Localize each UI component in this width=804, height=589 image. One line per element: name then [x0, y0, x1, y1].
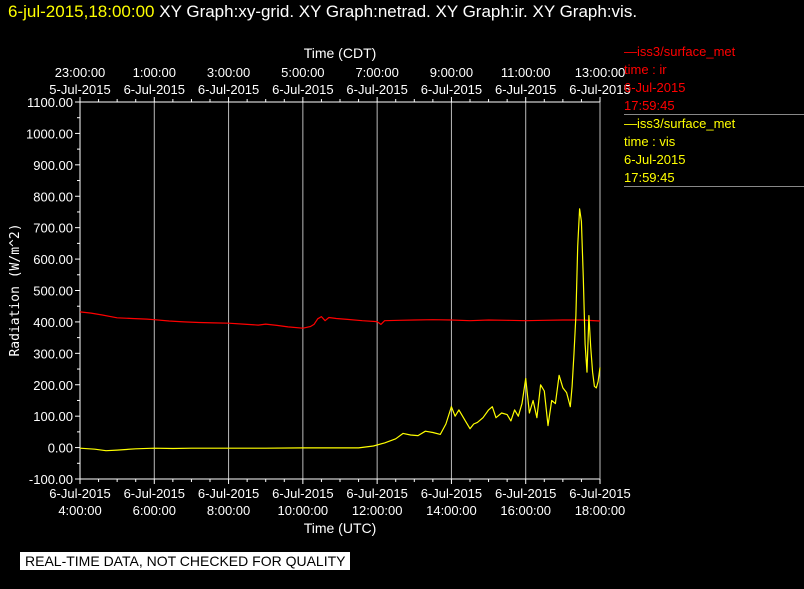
- x2-tick-time: 1:00:00: [133, 65, 176, 80]
- legend-vis-date: 6-Jul-2015: [624, 152, 686, 167]
- quality-warning: REAL-TIME DATA, NOT CHECKED FOR QUALITY: [20, 552, 351, 570]
- y-tick-label: 0.00: [48, 441, 73, 456]
- x2-tick-time: 11:00:00: [501, 65, 551, 80]
- header-graphs: XY Graph:xy-grid. XY Graph:netrad. XY Gr…: [159, 2, 638, 21]
- x-tick-date: 6-Jul-2015: [495, 486, 556, 501]
- y-tick-label: 600.00: [33, 252, 73, 267]
- y-tick-label: 300.00: [33, 346, 73, 361]
- y-tick-label: -100.00: [29, 472, 73, 487]
- x2-tick-date: 6-Jul-2015: [124, 82, 185, 97]
- header-title: 6-jul-2015,18:00:00 XY Graph:xy-grid. XY…: [8, 2, 637, 22]
- y-tick-label: 500.00: [33, 284, 73, 299]
- legend-vis-time: 17:59:45: [624, 170, 675, 185]
- x-tick-date: 6-Jul-2015: [346, 486, 407, 501]
- x-tick-time: 6:00:00: [133, 503, 176, 518]
- x2-tick-time: 13:00:00: [575, 65, 626, 80]
- legend-ir-field: time : ir: [624, 62, 667, 77]
- y-tick-label: 100.00: [33, 409, 73, 424]
- x-tick-time: 14:00:00: [426, 503, 477, 518]
- y-tick-label: 1100.00: [27, 95, 73, 110]
- series-line-ir: [79, 311, 601, 329]
- chart-axes: [75, 97, 601, 484]
- x2-tick-date: 5-Jul-2015: [49, 82, 110, 97]
- x2-axis-title: Time (CDT): [304, 45, 377, 61]
- y-tick-label: 200.00: [33, 378, 73, 393]
- x2-tick-date: 6-Jul-2015: [346, 82, 407, 97]
- y-tick-label: 700.00: [33, 221, 73, 236]
- x2-tick-date: 6-Jul-2015: [569, 82, 630, 97]
- x2-tick-time: 7:00:00: [355, 65, 398, 80]
- y-axis-title: Radiation (W/m^2): [8, 223, 23, 356]
- x-tick-time: 12:00:00: [352, 503, 403, 518]
- x-tick-time: 18:00:00: [575, 503, 626, 518]
- x2-tick-date: 6-Jul-2015: [421, 82, 482, 97]
- x-tick-date: 6-Jul-2015: [124, 486, 185, 501]
- legend-ir-source: —iss3/surface_met: [624, 44, 736, 59]
- legend-ir-date: 6-Jul-2015: [624, 80, 686, 95]
- x2-tick-date: 6-Jul-2015: [272, 82, 333, 97]
- x-tick-time: 8:00:00: [207, 503, 250, 518]
- x2-tick-time: 9:00:00: [430, 65, 473, 80]
- legend-ir-time: 17:59:45: [624, 98, 675, 113]
- x-tick-time: 4:00:00: [58, 503, 101, 518]
- legend-ir: —iss3/surface_met time : ir 6-Jul-2015 1…: [624, 43, 804, 115]
- header-datetime: 6-jul-2015,18:00:00: [8, 2, 155, 21]
- x-tick-time: 10:00:00: [278, 503, 329, 518]
- chart-labels: -100.00 0.00 100.00 200.00 300.00 400.00 500.0…: [8, 45, 631, 536]
- x-tick-date: 6-Jul-2015: [272, 486, 333, 501]
- x2-tick-date: 6-Jul-2015: [495, 82, 556, 97]
- x2-tick-time: 23:00:00: [55, 65, 106, 80]
- series-line-vis: [79, 208, 601, 452]
- x2-tick-time: 3:00:00: [207, 65, 250, 80]
- legend-separator: [624, 186, 804, 187]
- y-tick-label: 1000.00: [26, 126, 73, 141]
- chart-series: [79, 208, 601, 452]
- x-tick-date: 6-Jul-2015: [421, 486, 482, 501]
- x2-tick-time: 5:00:00: [281, 65, 324, 80]
- x-tick-time: 16:00:00: [500, 503, 551, 518]
- x-tick-date: 6-Jul-2015: [49, 486, 110, 501]
- x-axis-title: Time (UTC): [304, 520, 377, 536]
- x-tick-date: 6-Jul-2015: [198, 486, 259, 501]
- legend-vis-source: —iss3/surface_met: [624, 116, 736, 131]
- x-tick-date: 6-Jul-2015: [569, 486, 630, 501]
- x2-tick-date: 6-Jul-2015: [198, 82, 259, 97]
- legend-vis: —iss3/surface_met time : vis 6-Jul-2015 …: [624, 115, 804, 187]
- y-tick-label: 400.00: [33, 315, 73, 330]
- y-tick-label: 900.00: [33, 158, 73, 173]
- legend-vis-field: time : vis: [624, 134, 676, 149]
- legend-separator: [624, 114, 804, 115]
- chart-grid: [153, 102, 527, 479]
- y-tick-label: 800.00: [33, 189, 73, 204]
